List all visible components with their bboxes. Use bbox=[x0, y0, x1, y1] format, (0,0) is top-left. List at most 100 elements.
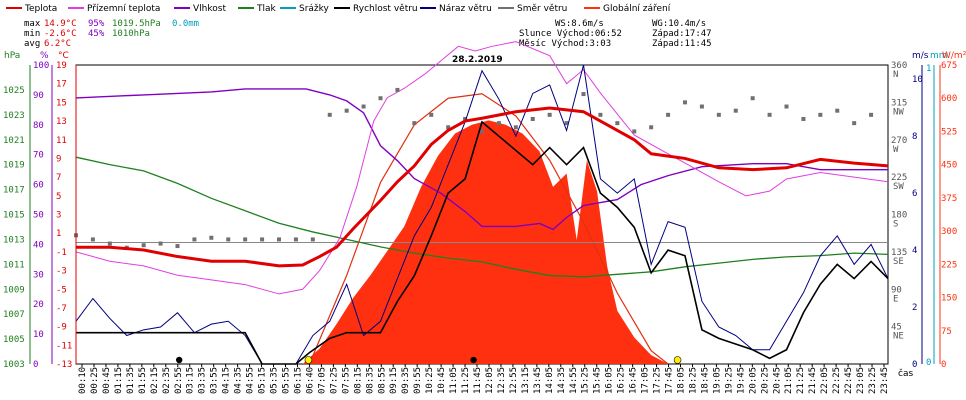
x-tick-label: 21:45 bbox=[808, 367, 818, 394]
tick-label-hpa: 1021 bbox=[3, 136, 25, 146]
tick-label-pct: 30 bbox=[33, 270, 44, 280]
tick-label-temp: 1 bbox=[56, 229, 61, 239]
tick-label-dir-name: SW bbox=[893, 182, 904, 192]
x-tick-label: 20:05 bbox=[748, 367, 758, 394]
legend-item-vlhkost: Vlhkost bbox=[174, 4, 226, 14]
tick-label-dir: 180 bbox=[891, 211, 907, 221]
legend-label-srazky: Srážky bbox=[299, 4, 330, 14]
x-tick-label: 17:45 bbox=[665, 367, 675, 394]
tick-label-hpa: 1023 bbox=[3, 111, 25, 121]
x-tick-label: 14:05 bbox=[545, 367, 555, 394]
tick-label-hpa: 1025 bbox=[3, 86, 25, 96]
tick-label-rad: 75 bbox=[941, 327, 952, 337]
x-tick-label: 01:35 bbox=[126, 367, 136, 394]
tick-label-pct: 50 bbox=[33, 211, 44, 221]
sunrise-marker bbox=[304, 356, 313, 364]
wind-dir-point bbox=[513, 125, 518, 130]
clear-sky-radiation-line bbox=[308, 93, 669, 365]
legend-label-teplota: Teplota bbox=[24, 4, 57, 14]
tick-label-dir-name: S bbox=[893, 220, 898, 230]
x-tick-label: 23:45 bbox=[880, 367, 890, 394]
tick-label-temp: 9 bbox=[56, 154, 61, 164]
legend-item-globalni-zareni: Globální záření bbox=[584, 4, 671, 14]
sun-rise-text: Slunce Východ:06:52 bbox=[519, 29, 622, 39]
x-tick-label: 11:45 bbox=[473, 367, 483, 394]
x-tick-label: 08:55 bbox=[377, 367, 387, 394]
x-tick-label: 19:45 bbox=[736, 367, 746, 394]
tick-label-ms: 6 bbox=[912, 189, 917, 199]
x-tick-label: 02:35 bbox=[162, 367, 172, 394]
legend-item-smer-vetru: Směr větru bbox=[498, 4, 567, 14]
wind-dir-point bbox=[277, 237, 281, 242]
moonrise-marker bbox=[175, 356, 183, 364]
tick-label-ms: 4 bbox=[912, 246, 917, 256]
legend-label-prizemni-teplota: Přízemní teplota bbox=[87, 4, 160, 14]
x-tick-label: 15:45 bbox=[593, 367, 603, 394]
x-tick-label: 02:55 bbox=[174, 367, 184, 394]
tick-label-pct: 100 bbox=[33, 61, 49, 71]
legend-label-rychlost-vetru: Rychlost větru bbox=[353, 4, 418, 14]
x-tick-label: 21:05 bbox=[784, 367, 794, 394]
tick-label-mm: 0 bbox=[926, 358, 931, 368]
tick-label-dir-name: N bbox=[893, 70, 898, 80]
x-tick-label: 16:05 bbox=[605, 367, 615, 394]
wind-dir-point bbox=[226, 237, 231, 242]
x-tick-label: 09:35 bbox=[401, 367, 411, 394]
tick-label-temp: 7 bbox=[56, 173, 61, 183]
moon-rise-text: Měsíc Východ:3:03 bbox=[519, 39, 611, 49]
stats-min-temp: -2.6°C bbox=[44, 29, 77, 39]
tick-label-pct: 0 bbox=[33, 360, 38, 370]
x-tick-label: 22:45 bbox=[844, 367, 854, 394]
x-tick-label: 04:15 bbox=[222, 367, 232, 394]
tick-label-dir: 45 bbox=[891, 323, 902, 333]
wind-dir-point bbox=[547, 112, 552, 117]
x-tick-label: 05:15 bbox=[258, 367, 268, 394]
x-tick-label: 22:25 bbox=[832, 367, 842, 394]
legend: Teplota Přízemní teplota Vlhkost Tlak Sr… bbox=[6, 4, 671, 14]
plot-area bbox=[74, 41, 889, 365]
tick-label-hpa: 1007 bbox=[3, 310, 25, 320]
axis-unit-rad: W/m² bbox=[942, 51, 966, 61]
x-tick-label: 01:15 bbox=[114, 367, 124, 394]
ground-temp-line bbox=[75, 41, 889, 295]
stats-avg-temp: 6.2°C bbox=[44, 39, 71, 49]
stats-max-press: 1019.5hPa bbox=[112, 19, 161, 29]
wind-dir-point bbox=[344, 108, 349, 113]
x-tick-label: 10:25 bbox=[425, 367, 435, 394]
tick-label-dir: 225 bbox=[891, 173, 907, 183]
tick-label-rad: 525 bbox=[941, 127, 957, 137]
tick-label-dir: 360 bbox=[891, 61, 907, 71]
sunset-marker bbox=[673, 356, 682, 364]
wind-dir-point bbox=[632, 129, 637, 134]
wind-dir-point bbox=[260, 237, 265, 242]
legend-item-rychlost-vetru: Rychlost větru bbox=[334, 4, 418, 14]
tick-label-hpa: 1005 bbox=[3, 335, 25, 345]
x-tick-label: 05:35 bbox=[270, 367, 280, 394]
legend-item-prizemni-teplota: Přízemní teplota bbox=[68, 4, 160, 14]
wind-dir-point bbox=[175, 244, 180, 249]
wind-dir-point bbox=[750, 96, 755, 101]
x-tick-label: 03:35 bbox=[198, 367, 208, 394]
x-tick-label: 18:05 bbox=[677, 367, 687, 394]
stats-block: max 14.9°C 95% 1019.5hPa 0.0mm min -2.6°… bbox=[24, 19, 199, 49]
tick-label-rad: 0 bbox=[941, 360, 946, 370]
wind-dir-point bbox=[818, 112, 823, 117]
legend-item-tlak: Tlak bbox=[238, 4, 277, 14]
tick-label-temp: -1 bbox=[56, 248, 67, 258]
tick-label-temp: -3 bbox=[56, 267, 67, 277]
x-tick-label: 19:25 bbox=[724, 367, 734, 394]
tick-label-pct: 80 bbox=[33, 121, 44, 131]
tick-label-rad: 375 bbox=[941, 194, 957, 204]
wind-dir-point bbox=[158, 241, 163, 246]
tick-label-temp: -13 bbox=[56, 360, 72, 370]
chart-title: 28.2.2019 bbox=[452, 55, 503, 65]
tick-label-dir-name: SE bbox=[893, 257, 904, 267]
x-tick-label: 07:05 bbox=[317, 367, 327, 394]
wind-dir-point bbox=[615, 121, 620, 126]
x-tick-label: 04:55 bbox=[246, 367, 256, 394]
wind-ws-text: WS:8.6m/s bbox=[555, 19, 604, 29]
legend-label-vlhkost: Vlhkost bbox=[193, 4, 226, 14]
right-axes: 360N315NW270W225SW180S135SE90E45NE108642… bbox=[891, 61, 957, 370]
tick-label-temp: -11 bbox=[56, 341, 72, 351]
wind-wg-text: WG:10.4m/s bbox=[652, 19, 706, 29]
